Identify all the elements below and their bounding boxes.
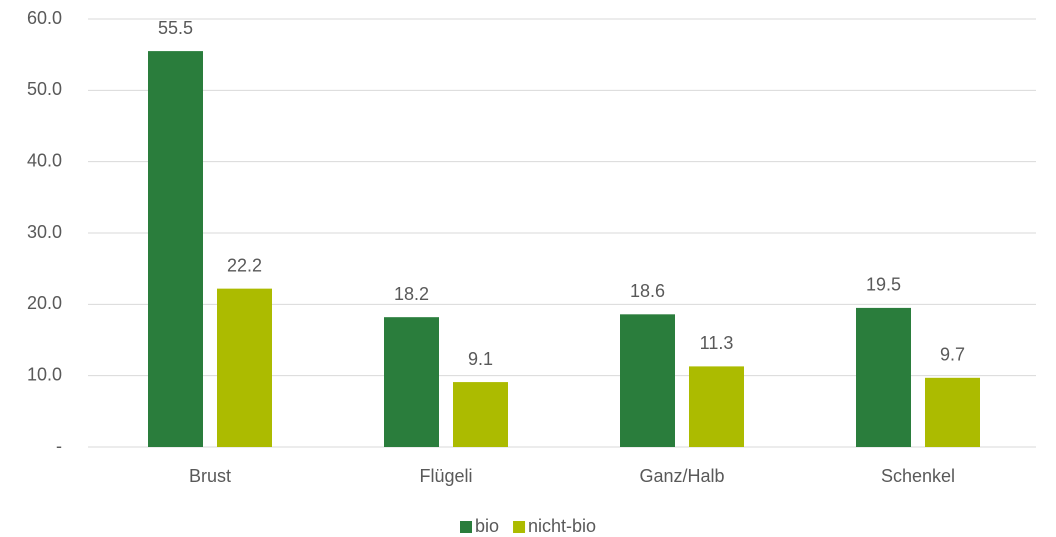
legend-swatch xyxy=(460,521,472,533)
bar xyxy=(148,51,203,447)
data-label: 18.2 xyxy=(394,284,429,304)
legend-label: nicht-bio xyxy=(528,516,596,536)
data-label: 55.5 xyxy=(158,18,193,38)
y-tick-label: 10.0 xyxy=(27,364,62,384)
y-tick-label: 40.0 xyxy=(27,150,62,170)
y-tick-label: 50.0 xyxy=(27,79,62,99)
y-tick-label: 20.0 xyxy=(27,293,62,313)
data-label: 19.5 xyxy=(866,275,901,295)
data-label: 9.7 xyxy=(940,345,965,365)
data-label: 11.3 xyxy=(700,333,734,353)
bar xyxy=(689,366,744,447)
legend-swatch xyxy=(513,521,526,533)
bar xyxy=(925,377,980,447)
x-tick-label: Brust xyxy=(189,466,231,486)
data-label: 18.6 xyxy=(630,281,665,301)
data-label: 9.1 xyxy=(468,349,493,369)
legend-label: bio xyxy=(475,516,499,536)
y-tick-label: 30.0 xyxy=(27,222,62,242)
bar xyxy=(217,288,272,447)
x-tick-label: Flügeli xyxy=(419,466,472,486)
y-tick-label: 60.0 xyxy=(27,8,62,28)
data-label: 22.2 xyxy=(227,255,262,275)
bar xyxy=(453,382,508,447)
bar xyxy=(620,314,675,447)
x-tick-label: Ganz/Halb xyxy=(639,466,724,486)
y-tick-label: - xyxy=(56,436,62,456)
x-tick-label: Schenkel xyxy=(881,466,955,486)
bar xyxy=(856,307,911,447)
bar xyxy=(384,317,439,447)
